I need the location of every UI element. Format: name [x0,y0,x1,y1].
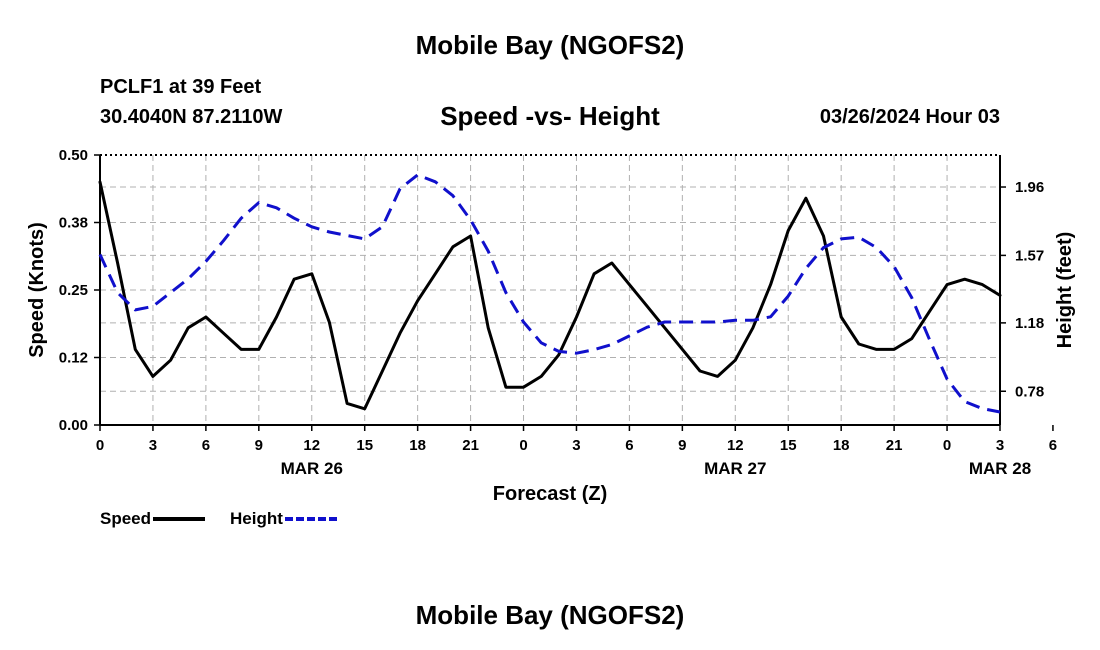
x-tick-label: 6 [1049,437,1057,454]
y2-tick-label: 1.57 [1015,247,1044,264]
x-tick-label: 0 [519,437,527,454]
y-tick-label: 0.50 [59,147,88,164]
series-line-height [98,173,1001,414]
footer-title: Mobile Bay (NGOFS2) [415,600,685,630]
y2-tick-label: 0.78 [1015,383,1044,400]
legend-speed-swatch [153,517,206,521]
y-tick-label: 0.38 [59,215,88,232]
y2-tick-label: 1.96 [1015,179,1044,196]
legend-height-label: Height [230,509,283,528]
x-tick-label: 18 [409,437,426,454]
x-tick-label: 21 [886,437,903,454]
y-tick-label: 0.00 [59,417,88,434]
x-tick-label: 15 [780,437,797,454]
station-label: PCLF1 at 39 Feet [100,76,262,98]
x-axis-title: Forecast (Z) [493,483,607,505]
x-tick-label: 6 [625,437,633,454]
x-tick-label: 3 [149,437,157,454]
legend-speed: Speed [100,509,206,529]
x-tick-label: 6 [202,437,210,454]
y-tick-label: 0.12 [59,350,88,367]
forecast-datetime: 03/26/2024 Hour 03 [819,106,1000,128]
x-tick-label: 18 [833,437,850,454]
y2-tick-label: 1.18 [1015,315,1044,332]
speed-height-chart: 0 3 6 9 12 15 18 21 0 3 6 9 12 15 18 21 0 3 6 MAR 26 MAR 27 M… [26,147,1076,505]
series-line-speed [98,180,1002,411]
x-tick-label: 0 [96,437,104,454]
station-coordinates: 30.4040N 87.2110W [100,106,283,128]
x-tick-label: 12 [303,437,320,454]
x-date-label: MAR 26 [281,459,343,478]
x-date-label: MAR 27 [704,459,766,478]
legend-height: Height [230,509,337,529]
chart-subtitle: Speed -vs- Height [440,101,660,131]
x-date-label: MAR 28 [969,459,1031,478]
legend-speed-label: Speed [100,509,152,528]
x-tick-label: 3 [572,437,580,454]
x-tick-label: 9 [678,437,686,454]
y2-axis-title: Height (feet) [1054,232,1076,349]
page-title: Mobile Bay (NGOFS2) [415,30,685,60]
x-tick-label: 15 [356,437,373,454]
y-tick-label: 0.25 [59,282,88,299]
x-tick-label: 21 [462,437,479,454]
x-tick-label: 12 [727,437,744,454]
legend-height-swatch [284,517,337,521]
x-tick-label: 0 [943,437,951,454]
x-tick-label: 3 [996,437,1004,454]
y-axis-title: Speed (Knots) [26,222,48,358]
x-tick-label: 9 [255,437,263,454]
